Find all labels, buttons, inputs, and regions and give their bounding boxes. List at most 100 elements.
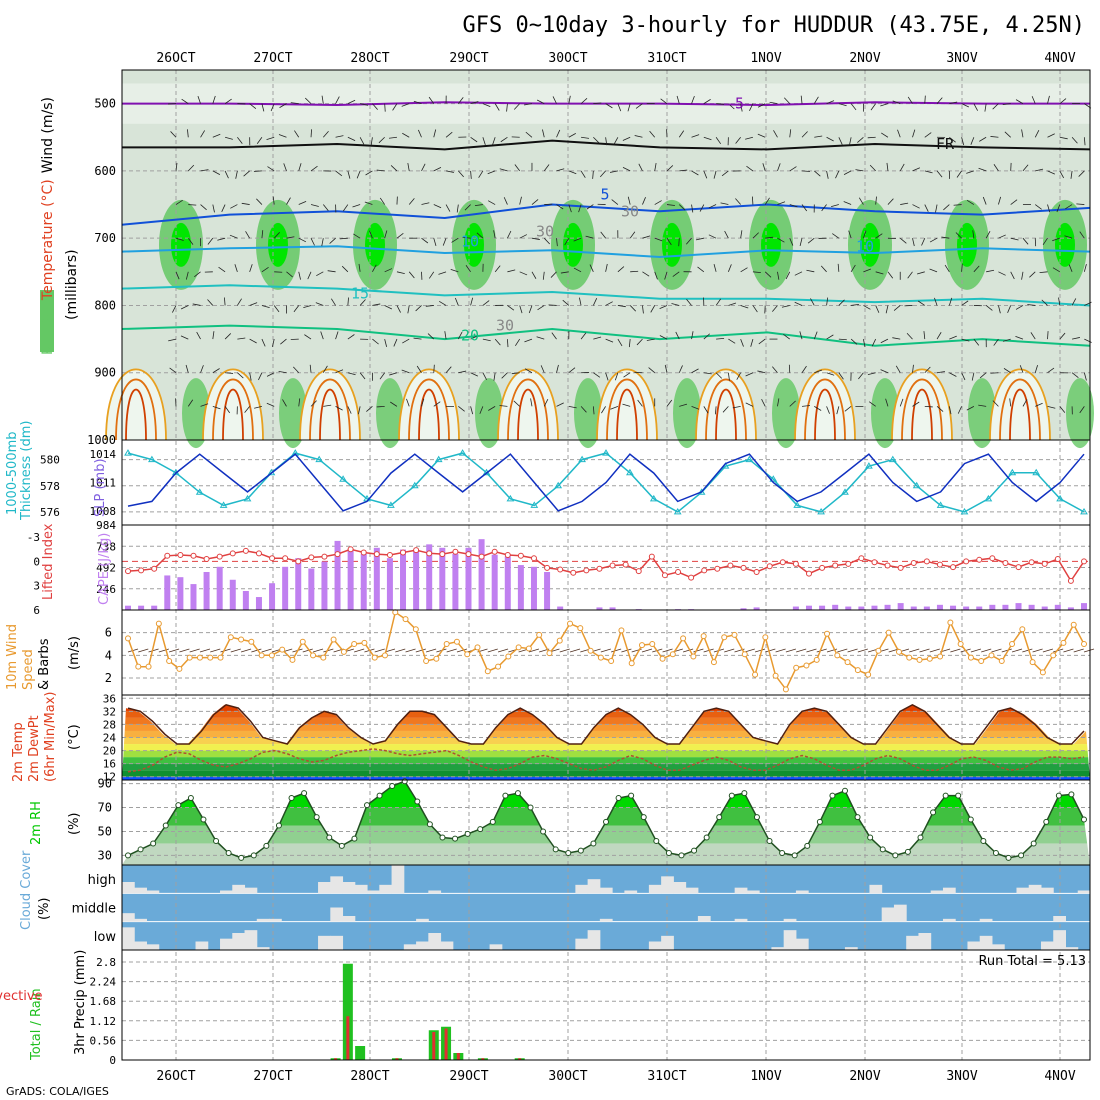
wind-barb bbox=[869, 164, 876, 172]
cape-bar bbox=[1041, 606, 1048, 610]
wind-barb bbox=[581, 136, 590, 139]
wind-barb bbox=[519, 234, 528, 239]
wind-barb bbox=[470, 372, 479, 377]
rh-line-point bbox=[917, 834, 924, 841]
wind10m-barb bbox=[395, 648, 406, 653]
wind-barb bbox=[654, 271, 658, 280]
wind-barb bbox=[875, 196, 877, 205]
wind-barb bbox=[524, 368, 533, 374]
x-tick-top-label: 4NOV bbox=[1044, 51, 1075, 66]
cloud-low-bar bbox=[489, 944, 503, 950]
wind-barb bbox=[218, 266, 226, 273]
cloud-low-bar bbox=[122, 927, 135, 950]
thickness-line-point bbox=[219, 501, 228, 508]
wind-barb bbox=[494, 338, 501, 346]
wind10m-barb bbox=[682, 648, 694, 653]
wind-barb bbox=[304, 334, 312, 340]
wind-barb bbox=[593, 102, 602, 105]
x-tick-bottom-label: 3NOV bbox=[946, 1069, 977, 1084]
temp-band bbox=[122, 776, 1090, 780]
wind-barb bbox=[428, 271, 435, 279]
wind-barb bbox=[617, 305, 626, 308]
wind-barb bbox=[750, 338, 754, 347]
warm-isotherm-arch bbox=[115, 378, 157, 441]
temp-tick-label: 28 bbox=[103, 718, 116, 731]
pressure-tick-label: 500 bbox=[94, 97, 116, 111]
li-line-point bbox=[151, 565, 158, 572]
wind-barb bbox=[187, 129, 189, 138]
wind-barb bbox=[764, 271, 772, 278]
wind-speed-line-point bbox=[155, 620, 162, 627]
thickness-line-point bbox=[865, 462, 873, 469]
wind-speed-line bbox=[127, 611, 1085, 691]
temp-line bbox=[127, 703, 1085, 745]
wind-speed-line-point bbox=[279, 646, 286, 653]
wind-speed-line-point bbox=[412, 626, 419, 633]
wind-barb bbox=[494, 265, 501, 273]
wind-barb bbox=[256, 137, 263, 144]
wind-barb bbox=[858, 372, 864, 380]
wind-barb bbox=[384, 338, 387, 347]
chart-title: GFS 0~10day 3-hourly for HUDDUR (43.75E,… bbox=[462, 13, 1085, 38]
cloud-high-bar bbox=[869, 884, 883, 894]
warm-isotherm-arch bbox=[202, 368, 264, 441]
isotherm-5 bbox=[121, 203, 1091, 226]
wind-speed-line-point bbox=[824, 630, 831, 637]
warm-isotherm-arch bbox=[517, 388, 539, 441]
wind-barb bbox=[1010, 237, 1019, 241]
wind-barb bbox=[953, 204, 962, 206]
cloud-low-bar bbox=[428, 933, 442, 950]
wind-barb bbox=[501, 372, 508, 379]
wind-barb bbox=[568, 133, 576, 138]
wind-barb bbox=[445, 204, 451, 212]
wind-barb bbox=[536, 99, 545, 104]
x-tick-top-label: 28OCT bbox=[350, 51, 389, 66]
wind-barb bbox=[507, 305, 515, 311]
wind-barb bbox=[642, 235, 651, 239]
temp-band bbox=[122, 757, 1090, 764]
wind-barb bbox=[1015, 335, 1024, 340]
x-tick-bottom-label: 26OCT bbox=[156, 1069, 195, 1084]
wind-barb bbox=[376, 405, 385, 408]
wind-barb bbox=[1003, 368, 1011, 374]
wind-barb bbox=[1034, 129, 1040, 138]
wind-speed-line-point bbox=[361, 639, 368, 646]
wind-tick-label: 6 bbox=[105, 626, 112, 640]
wind10m-barb bbox=[425, 648, 437, 653]
wind-barb bbox=[196, 331, 201, 340]
wind-barb bbox=[912, 238, 915, 247]
rh-line-point bbox=[628, 792, 635, 799]
wind-barb bbox=[330, 298, 336, 306]
wind-barb bbox=[550, 271, 557, 278]
rh-line-point bbox=[992, 850, 999, 857]
wind-barb bbox=[836, 406, 840, 415]
wind-barb bbox=[421, 202, 430, 205]
wind-barb bbox=[1083, 372, 1087, 381]
rh-line-point bbox=[552, 846, 559, 853]
wind-barb bbox=[814, 369, 822, 374]
cloud-low-bar bbox=[991, 944, 1005, 950]
wind-barb bbox=[813, 331, 818, 340]
wind-barb bbox=[261, 267, 269, 273]
cloud-low-bar bbox=[244, 930, 258, 950]
wind-barb bbox=[728, 302, 737, 306]
wind-barb bbox=[826, 297, 829, 306]
wind-barb bbox=[470, 406, 474, 415]
thickness-line-point bbox=[554, 481, 563, 489]
wind-barb bbox=[984, 103, 987, 112]
wind-barb bbox=[433, 167, 442, 172]
cape-bar bbox=[504, 556, 511, 610]
wind-barb bbox=[875, 271, 884, 275]
wind-speed-line-point bbox=[978, 658, 985, 664]
wind-barb bbox=[849, 137, 852, 146]
cape-tick-label: 984 bbox=[96, 519, 116, 532]
cloud-middle-bar bbox=[783, 918, 797, 922]
wind-barb bbox=[407, 162, 410, 171]
wind-barb bbox=[907, 271, 913, 279]
li-line-point bbox=[360, 549, 367, 556]
wind-barb bbox=[934, 297, 938, 306]
wind-barb bbox=[764, 197, 770, 205]
wind-barb bbox=[172, 305, 177, 313]
rh-line-point bbox=[930, 809, 937, 816]
wind-barb bbox=[556, 238, 558, 247]
